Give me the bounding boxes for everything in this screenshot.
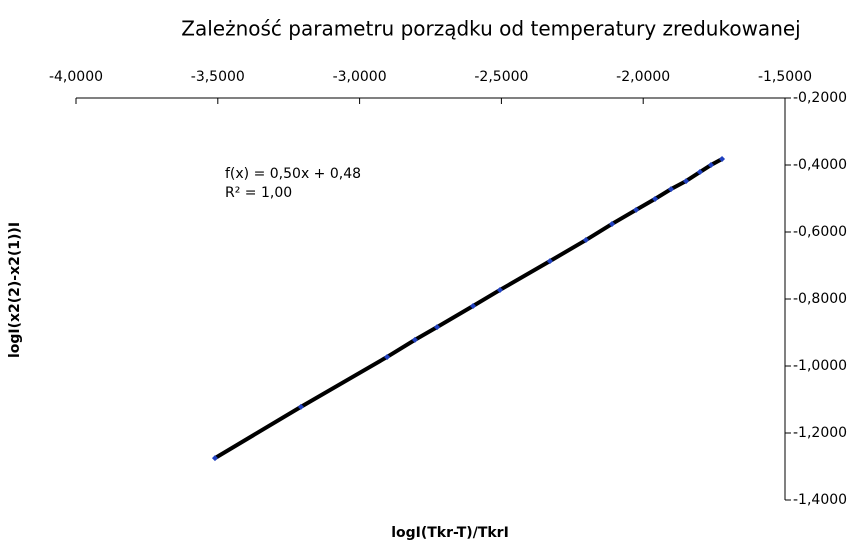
x-tick-label: -3,0000 (333, 69, 387, 85)
data-point (411, 336, 418, 343)
data-point (496, 286, 503, 293)
x-tick-label: -1,5000 (758, 69, 812, 85)
data-point (384, 353, 391, 360)
data-point (667, 186, 674, 193)
chart-title: Zależność parametru porządku od temperat… (181, 17, 800, 41)
data-point (609, 220, 616, 227)
data-point (707, 162, 714, 168)
data-point (696, 169, 703, 176)
x-tick-label: -2,5000 (474, 69, 528, 85)
data-point (683, 178, 690, 185)
data-point (434, 324, 441, 331)
y-tick-label: -0,6000 (793, 224, 847, 240)
y-tick-label: -1,0000 (793, 358, 847, 374)
y-tick-label: -1,2000 (793, 425, 847, 441)
data-point (719, 155, 726, 162)
data-point (211, 455, 218, 462)
x-tick-label: -3,5000 (191, 69, 245, 85)
y-tick-label: -0,2000 (793, 90, 847, 106)
trend-line (213, 157, 723, 460)
x-tick-label: -4,0000 (49, 69, 103, 85)
annotation: f(x) = 0,50x + 0,48 (225, 166, 361, 182)
y-tick-label: -0,4000 (793, 157, 847, 173)
data-point (297, 403, 304, 410)
data-point (652, 195, 659, 202)
data-point (470, 303, 477, 310)
x-axis-title: logI(Tkr-T)/TkrI (391, 525, 509, 541)
x-tick-label: -2,0000 (616, 69, 670, 85)
data-point (633, 206, 640, 213)
data-point (582, 237, 589, 244)
y-tick-label: -0,8000 (793, 291, 847, 307)
y-axis-title: logI(x2(2)-x2(1))I (7, 222, 23, 358)
annotation: R² = 1,00 (225, 185, 292, 201)
y-tick-label: -1,4000 (793, 492, 847, 508)
data-point (546, 258, 553, 265)
